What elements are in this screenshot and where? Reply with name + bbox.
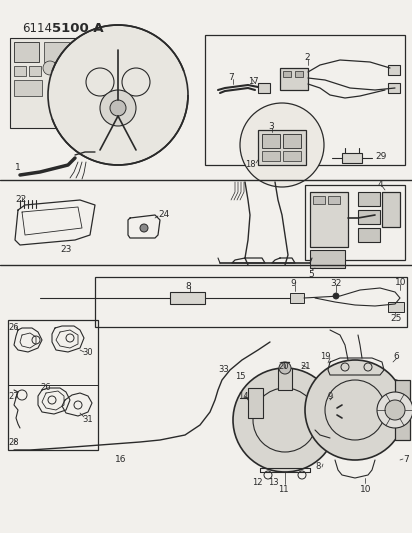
- Bar: [29, 66, 41, 76]
- Text: 11: 11: [278, 485, 288, 494]
- Bar: [205, 35, 405, 165]
- Circle shape: [48, 25, 188, 165]
- Text: 18: 18: [245, 160, 255, 169]
- Circle shape: [385, 400, 405, 420]
- Bar: [280, 68, 308, 90]
- Bar: [358, 228, 380, 242]
- Circle shape: [140, 224, 148, 232]
- Text: 8: 8: [185, 282, 191, 291]
- Circle shape: [100, 90, 136, 126]
- Bar: [313, 196, 325, 204]
- Text: 33: 33: [218, 365, 229, 374]
- Text: 23: 23: [60, 245, 71, 254]
- Text: 13: 13: [268, 478, 279, 487]
- Circle shape: [305, 360, 405, 460]
- Text: 6114: 6114: [22, 22, 52, 35]
- Text: 31: 31: [82, 415, 93, 424]
- Bar: [10, 38, 75, 128]
- Bar: [388, 302, 404, 312]
- Bar: [14, 66, 26, 76]
- Text: 24: 24: [158, 210, 169, 219]
- Text: 28: 28: [8, 438, 19, 447]
- Text: 6: 6: [393, 352, 399, 361]
- Text: 20: 20: [278, 362, 288, 371]
- Circle shape: [57, 63, 67, 73]
- Bar: [305, 185, 405, 260]
- Circle shape: [333, 293, 339, 299]
- Bar: [258, 83, 270, 93]
- Bar: [14, 42, 39, 62]
- Bar: [8, 320, 98, 450]
- Bar: [342, 153, 362, 163]
- Bar: [290, 293, 304, 303]
- Circle shape: [43, 61, 57, 75]
- Bar: [295, 71, 303, 77]
- Text: 8: 8: [315, 462, 321, 471]
- Bar: [382, 192, 400, 227]
- Text: 26: 26: [8, 323, 19, 332]
- Text: 27: 27: [8, 392, 19, 401]
- Text: 10: 10: [395, 278, 407, 287]
- Text: 25: 25: [390, 314, 401, 323]
- Text: 1: 1: [15, 163, 21, 172]
- Text: 4: 4: [378, 180, 384, 189]
- Bar: [283, 151, 301, 161]
- Circle shape: [279, 362, 291, 374]
- Text: 5100 A: 5100 A: [52, 22, 104, 35]
- Bar: [44, 42, 69, 62]
- Text: 22: 22: [15, 195, 26, 204]
- Text: 9: 9: [290, 279, 296, 288]
- Circle shape: [240, 103, 324, 187]
- Circle shape: [110, 100, 126, 116]
- Text: 5: 5: [308, 270, 314, 279]
- Bar: [258, 130, 306, 165]
- Text: 26: 26: [40, 383, 51, 392]
- Text: 16: 16: [115, 455, 126, 464]
- Text: 21: 21: [300, 362, 311, 371]
- Bar: [170, 292, 205, 304]
- Text: 17: 17: [248, 77, 259, 86]
- Bar: [388, 83, 400, 93]
- Bar: [328, 196, 340, 204]
- Bar: [95, 277, 407, 327]
- Text: 10: 10: [360, 485, 372, 494]
- Text: 7: 7: [228, 73, 234, 82]
- Bar: [283, 134, 301, 148]
- Text: 32: 32: [330, 279, 342, 288]
- Bar: [395, 380, 410, 440]
- Circle shape: [377, 392, 412, 428]
- Bar: [388, 65, 400, 75]
- Bar: [278, 368, 292, 390]
- Text: 7: 7: [403, 455, 409, 464]
- Text: 9: 9: [328, 392, 333, 401]
- Text: 19: 19: [320, 352, 330, 361]
- Bar: [262, 134, 280, 148]
- Text: 29: 29: [375, 152, 386, 161]
- Bar: [283, 71, 291, 77]
- Text: 3: 3: [268, 122, 274, 131]
- Bar: [358, 210, 380, 224]
- Circle shape: [233, 368, 337, 472]
- Bar: [310, 192, 348, 247]
- Text: 30: 30: [82, 348, 93, 357]
- Bar: [262, 151, 280, 161]
- Bar: [310, 250, 345, 268]
- Text: 2: 2: [304, 53, 310, 62]
- Text: 12: 12: [252, 478, 262, 487]
- Text: 15: 15: [235, 372, 246, 381]
- Bar: [14, 80, 42, 96]
- Bar: [358, 192, 380, 206]
- Bar: [248, 388, 263, 418]
- Text: 14: 14: [238, 392, 248, 401]
